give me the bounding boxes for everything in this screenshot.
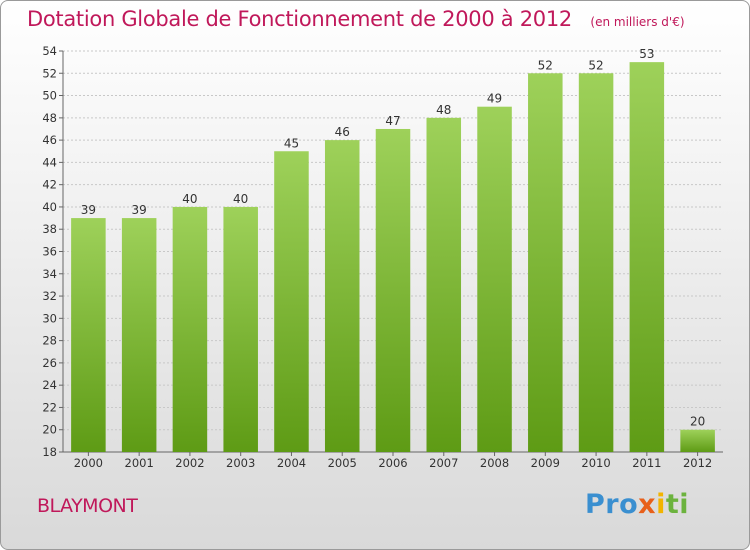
data-label: 53 [639, 47, 654, 61]
data-label: 39 [132, 203, 147, 217]
data-label: 47 [385, 114, 400, 128]
y-tick-label: 24 [42, 378, 57, 392]
y-tick-label: 30 [42, 311, 57, 325]
data-label: 20 [690, 415, 705, 429]
bar [172, 206, 208, 452]
chart-title: Dotation Globale de Fonctionnement de 20… [27, 7, 572, 31]
bar [578, 73, 614, 453]
y-tick-label: 28 [42, 334, 57, 348]
y-tick-label: 40 [42, 200, 57, 214]
x-tick-label: 2009 [531, 456, 560, 470]
y-tick-label: 26 [42, 356, 57, 370]
y-tick-label: 36 [42, 245, 57, 259]
bar [477, 106, 512, 452]
data-label: 40 [182, 192, 197, 206]
bar [274, 151, 309, 452]
bar [528, 73, 563, 453]
data-labels: 39 39 40 40 45 46 47 48 49 52 52 53 20 [81, 47, 706, 429]
y-tick-label: 52 [42, 66, 57, 80]
bar [223, 206, 258, 452]
x-tick-label: 2010 [581, 456, 610, 470]
axes: 18 20 22 24 26 28 30 32 34 36 38 40 42 44 46 48 50 52 54 20… [42, 44, 723, 470]
logo-part-4: ti [665, 489, 690, 520]
x-tick-label: 2005 [328, 456, 357, 470]
bar [375, 128, 411, 452]
bar [629, 62, 665, 453]
bar [71, 218, 106, 452]
y-tick-label: 32 [42, 289, 57, 303]
logo-part-3: i [656, 489, 666, 520]
chart-subtitle: (en milliers d'€) [590, 15, 685, 29]
data-label: 49 [487, 92, 502, 106]
x-tick-label: 2007 [429, 456, 458, 470]
bar [121, 218, 157, 452]
y-tick-label: 42 [42, 178, 57, 192]
x-tick-label: 2006 [378, 456, 407, 470]
y-tick-label: 38 [42, 222, 57, 236]
chart-title-row: Dotation Globale de Fonctionnement de 20… [27, 7, 685, 31]
y-tick-label: 18 [42, 445, 57, 459]
data-label: 45 [284, 136, 299, 150]
y-tick-label: 20 [42, 423, 57, 437]
y-tick-label: 54 [42, 44, 57, 58]
proxiti-logo: Proxiti [585, 489, 689, 520]
x-tick-label: 2012 [683, 456, 712, 470]
y-tick-label: 46 [42, 133, 57, 147]
x-tick-label: 2003 [226, 456, 255, 470]
y-tick-label: 34 [42, 267, 57, 281]
x-tick-label: 2011 [632, 456, 661, 470]
x-tick-label: 2002 [175, 456, 204, 470]
commune-name: BLAYMONT [37, 495, 138, 517]
x-tick-label: 2000 [74, 456, 103, 470]
data-label: 48 [436, 103, 451, 117]
data-label: 46 [335, 125, 350, 139]
y-tick-label: 22 [42, 400, 57, 414]
y-tick-label: 50 [42, 89, 57, 103]
bar [324, 140, 360, 452]
data-label: 40 [233, 192, 248, 206]
x-tick-label: 2004 [277, 456, 306, 470]
bars [71, 62, 715, 453]
data-label: 52 [538, 58, 553, 72]
logo-part-2: x [638, 489, 657, 520]
y-tick-label: 44 [42, 155, 57, 169]
data-label: 52 [588, 58, 603, 72]
data-label: 39 [81, 203, 96, 217]
x-tick-label: 2008 [480, 456, 509, 470]
logo-part-1: Pro [585, 489, 639, 520]
bar [680, 429, 715, 452]
bar [426, 117, 462, 452]
x-tick-label: 2001 [125, 456, 154, 470]
y-tick-label: 48 [42, 111, 57, 125]
